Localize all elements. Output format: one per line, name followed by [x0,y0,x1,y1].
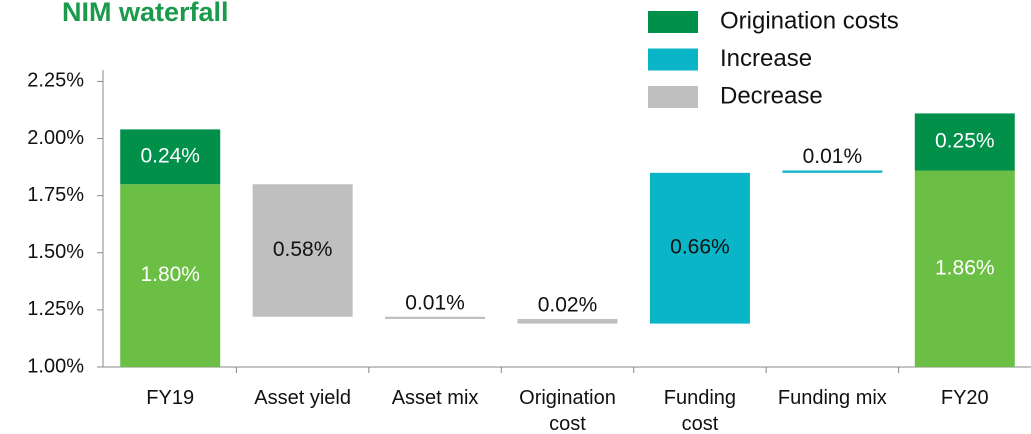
data-label: 0.01% [803,145,863,168]
y-tick-label: 1.50% [27,241,84,263]
y-tick-label: 2.00% [27,127,84,149]
bar [914,170,1015,367]
x-tick-label: FY20 [940,387,989,409]
legend-label: Decrease [720,82,823,109]
data-label: 0.66% [670,236,730,259]
legend-label: Origination costs [720,7,899,34]
data-label: 0.01% [405,291,465,314]
legend-swatch [648,48,698,71]
data-label: 0.25% [935,130,995,153]
data-label: 0.02% [538,294,598,317]
y-tick-label: 2.25% [27,70,84,92]
x-tick-label: Funding cost [663,387,737,434]
data-label: 1.86% [935,256,995,279]
legend-swatch [648,86,698,108]
x-tick-label: FY19 [146,387,195,409]
x-tick-label: Asset yield [254,387,351,409]
y-tick-label: 1.00% [27,355,84,377]
bar [914,113,1015,171]
bar [649,172,750,324]
x-tick-label: Funding mix [777,387,887,409]
legend-label: Increase [720,45,812,72]
bar [120,184,221,367]
data-label: 1.80% [140,263,200,286]
legend-swatch [648,11,698,33]
y-tick-label: 1.75% [27,184,84,206]
bar [782,170,883,173]
bar [120,129,221,185]
bar [385,316,486,320]
bar [252,184,353,317]
x-tick-label: Asset mix [391,387,479,409]
data-label: 0.58% [273,238,333,261]
bar [517,319,618,324]
x-tick-label: Origination cost [519,387,616,434]
y-tick-label: 1.25% [27,298,84,320]
chart-title: NIM waterfall [62,0,229,27]
data-label: 0.24% [140,144,200,167]
